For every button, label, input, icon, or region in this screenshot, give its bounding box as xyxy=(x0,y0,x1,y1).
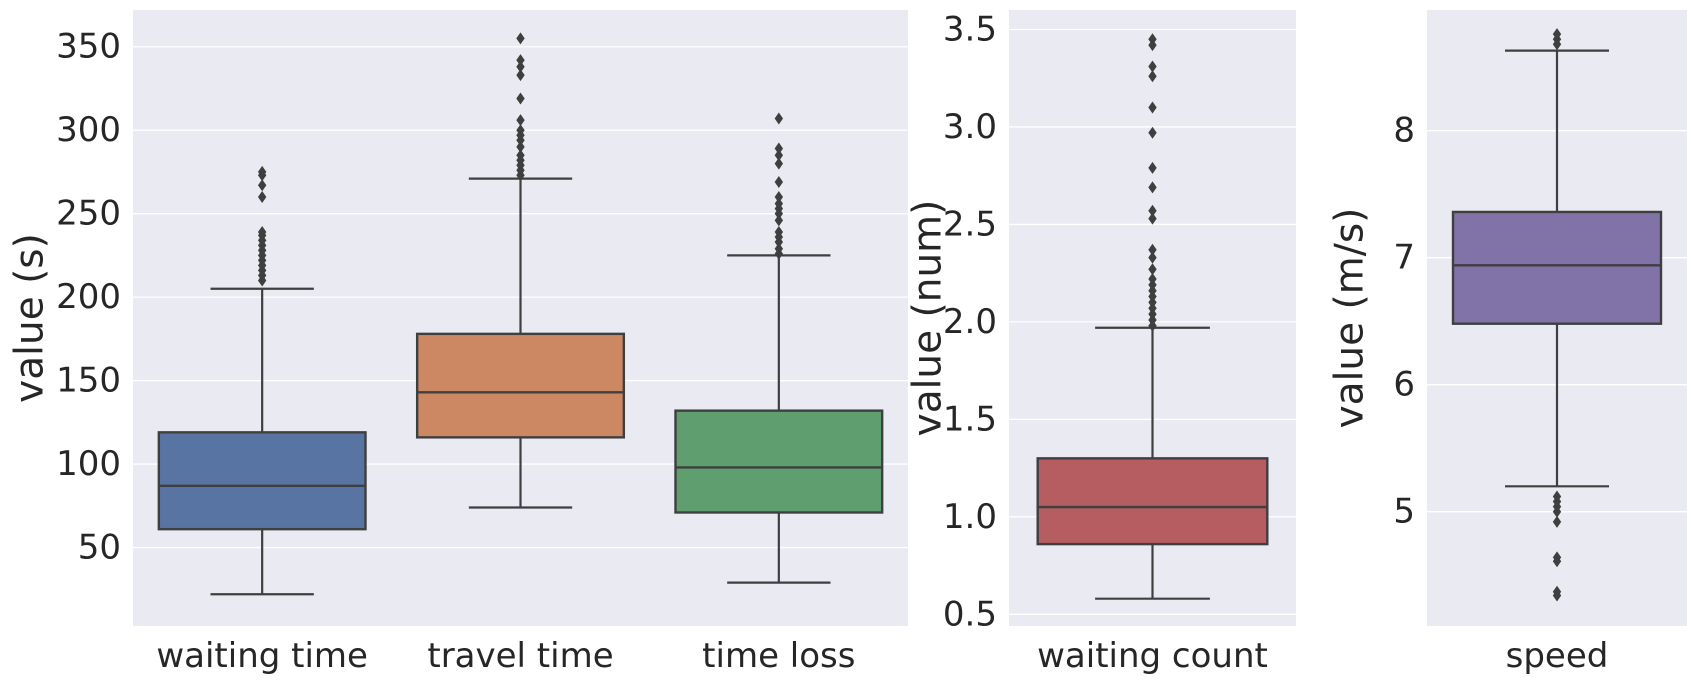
outlier-point xyxy=(1552,28,1562,41)
x-tick-label: travel time xyxy=(427,636,613,676)
outlier-point xyxy=(1148,212,1157,225)
outlier-point xyxy=(257,190,267,203)
outlier-point xyxy=(1552,589,1562,602)
box-travel-time xyxy=(415,332,626,439)
outlier-point xyxy=(1148,60,1157,73)
outlier-point xyxy=(1148,33,1157,46)
outlier-point xyxy=(516,114,525,127)
outlier-point xyxy=(516,32,525,45)
outlier-point xyxy=(1148,243,1157,256)
y-tick-label: 350 xyxy=(56,27,121,67)
outlier-point xyxy=(774,190,784,203)
outlier-point xyxy=(774,242,784,255)
y-tick-label: 250 xyxy=(56,194,121,234)
chart-panel-2: 0.5 1.0 1.5 2.0 2.5 3.0 3.5 value (num) waiting … xyxy=(906,9,1296,676)
outlier-point xyxy=(1148,181,1157,194)
box-time-loss xyxy=(674,409,884,514)
y-tick-label: 100 xyxy=(56,444,121,484)
outlier-point xyxy=(774,112,784,125)
y-tick-label: 5 xyxy=(1393,492,1415,532)
box-speed xyxy=(1451,210,1663,325)
y-tick-label: 200 xyxy=(56,277,121,317)
y-tick-label: 150 xyxy=(56,361,121,401)
x-tick-label: waiting count xyxy=(1037,636,1268,676)
y-axis-label: value (s) xyxy=(8,233,53,403)
x-tick-label: waiting time xyxy=(156,636,368,676)
chart-panel-1: 50 100 150 200 250 300 350 value (s) waiting tim… xyxy=(8,10,908,676)
outlier-point xyxy=(1148,251,1157,264)
outlier-point xyxy=(774,149,784,162)
outlier-point xyxy=(516,149,525,162)
outlier-point xyxy=(1148,273,1157,286)
y-tick-label: 3.5 xyxy=(943,9,997,49)
outlier-point xyxy=(1148,126,1157,139)
y-axis-label: value (m/s) xyxy=(1328,208,1373,429)
y-tick-label: 1.0 xyxy=(943,497,997,537)
outlier-point xyxy=(257,165,267,178)
outlier-point xyxy=(1148,204,1157,217)
outlier-point xyxy=(516,54,525,67)
outlier-point xyxy=(774,226,784,239)
outlier-point xyxy=(1552,515,1562,528)
box-waiting-count xyxy=(1036,457,1269,546)
outlier-point xyxy=(1148,101,1157,114)
y-tick-label: 1.5 xyxy=(943,399,997,439)
outlier-point xyxy=(516,140,525,153)
outlier-point xyxy=(516,92,525,105)
outlier-point xyxy=(1148,161,1157,174)
y-tick-label: 6 xyxy=(1393,365,1415,405)
x-tick-label: time loss xyxy=(702,636,855,676)
y-tick-label: 50 xyxy=(78,528,121,568)
y-tick-label: 8 xyxy=(1393,111,1415,151)
outlier-point xyxy=(257,226,267,239)
outlier-point xyxy=(774,197,784,210)
outlier-point xyxy=(774,142,784,155)
y-tick-label: 2.5 xyxy=(943,204,997,244)
y-tick-label: 3.0 xyxy=(943,107,997,147)
outlier-point xyxy=(1552,555,1562,568)
y-tick-label: 300 xyxy=(56,110,121,150)
y-tick-label: 7 xyxy=(1393,238,1415,278)
y-axis-label: value (num) xyxy=(906,200,951,437)
x-tick-label: speed xyxy=(1506,636,1609,676)
y-tick-label: 2.0 xyxy=(943,302,997,342)
outlier-point xyxy=(516,69,525,82)
outlier-point xyxy=(1552,505,1562,518)
y-tick-label: 0.5 xyxy=(943,594,997,634)
outlier-point xyxy=(774,214,784,227)
box-waiting-time xyxy=(157,431,367,531)
outlier-point xyxy=(516,124,525,137)
outlier-point xyxy=(774,175,784,188)
outlier-point xyxy=(516,60,525,73)
outlier-point xyxy=(1148,70,1157,83)
chart-panel-3: 5 6 7 8 value (m/s) speed xyxy=(1328,10,1687,676)
outlier-point xyxy=(257,179,267,192)
outlier-point xyxy=(774,157,784,170)
outlier-point xyxy=(1148,263,1157,276)
